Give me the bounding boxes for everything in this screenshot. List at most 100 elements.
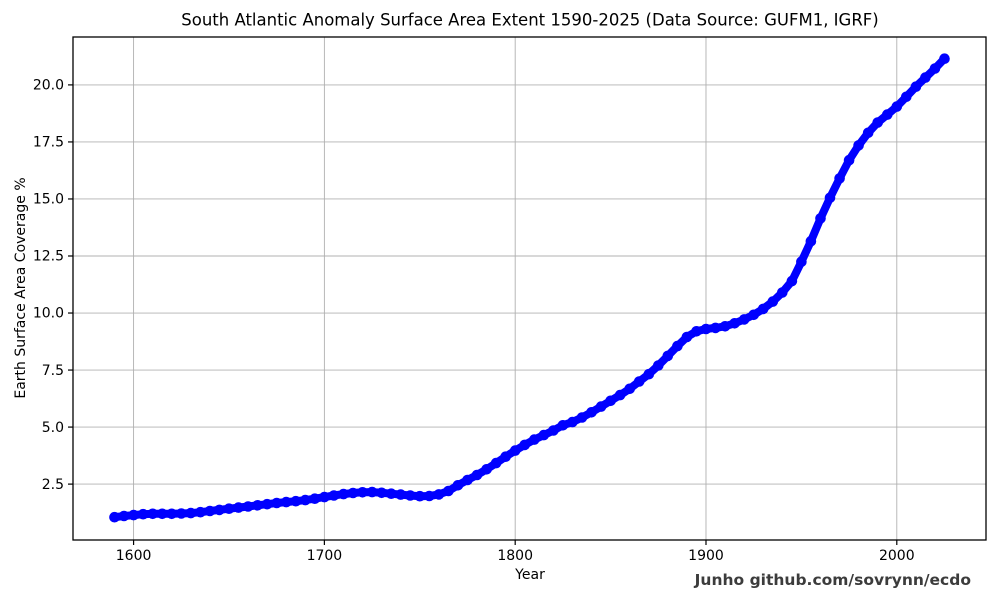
- credit-text: Junho github.com/sovrynn/ecdo: [694, 571, 971, 589]
- data-point: [433, 489, 445, 500]
- plot-border: [72, 36, 987, 541]
- data-point: [834, 173, 845, 184]
- data-point: [233, 502, 244, 513]
- data-point: [443, 485, 454, 497]
- data-point: [118, 510, 130, 522]
- data-point: [633, 376, 645, 387]
- data-point: [242, 501, 254, 512]
- data-point: [757, 303, 769, 315]
- data-point: [137, 508, 149, 520]
- x-tick-label: 2000: [879, 548, 915, 564]
- data-point: [672, 340, 683, 352]
- x-tick-label: 1900: [688, 548, 724, 564]
- data-point: [805, 235, 817, 247]
- data-point: [309, 493, 321, 505]
- data-point: [548, 425, 559, 436]
- data-point: [204, 505, 216, 517]
- y-tick-label: 20.0: [33, 78, 64, 94]
- y-tick-label: 7.5: [42, 363, 64, 379]
- data-point: [214, 504, 225, 516]
- chart-title: South Atlantic Anomaly Surface Area Exte…: [181, 10, 879, 30]
- x-tick-label: 1600: [116, 548, 152, 564]
- data-point: [261, 498, 273, 510]
- data-point: [700, 323, 712, 335]
- data-point: [176, 508, 187, 519]
- data-point: [147, 508, 158, 520]
- data-points: [109, 53, 950, 523]
- data-point: [300, 494, 311, 506]
- y-tick-label: 10.0: [33, 306, 64, 322]
- data-point: [338, 488, 349, 500]
- data-point: [109, 511, 120, 523]
- data-line: [110, 54, 949, 522]
- data-point: [862, 127, 874, 139]
- data-point: [376, 487, 387, 499]
- data-point: [462, 474, 473, 486]
- data-point: [910, 81, 922, 92]
- data-point: [500, 451, 511, 463]
- data-point: [796, 256, 807, 268]
- data-point: [529, 434, 540, 445]
- data-point: [166, 508, 177, 520]
- data-point: [719, 321, 731, 332]
- data-point: [662, 350, 674, 362]
- data-point: [891, 101, 903, 112]
- data-point: [614, 389, 626, 401]
- data-point: [385, 488, 397, 500]
- data-point: [901, 91, 912, 103]
- data-point: [681, 331, 693, 343]
- data-point: [452, 480, 464, 491]
- y-tick-label: 2.5: [42, 477, 64, 493]
- y-tick-label: 12.5: [33, 249, 64, 265]
- data-point: [767, 296, 779, 307]
- data-point: [595, 401, 607, 412]
- data-point: [404, 490, 416, 501]
- data-point: [319, 491, 330, 503]
- data-point: [481, 464, 492, 475]
- y-axis-label: Earth Surface Area Coverage %: [13, 177, 29, 399]
- data-point: [872, 117, 883, 128]
- data-point: [786, 275, 798, 287]
- data-point: [777, 287, 788, 298]
- data-point: [605, 395, 616, 407]
- data-point: [653, 360, 664, 371]
- data-point: [195, 506, 206, 518]
- data-point: [223, 503, 235, 514]
- data-point: [939, 53, 950, 64]
- data-point: [156, 508, 168, 520]
- data-point: [252, 500, 263, 511]
- data-point: [280, 496, 292, 508]
- data-point: [519, 439, 530, 451]
- data-point: [710, 322, 721, 334]
- data-point: [882, 109, 893, 120]
- data-point: [395, 489, 407, 500]
- y-tick-label: 17.5: [33, 135, 64, 151]
- data-point: [414, 490, 426, 502]
- data-point: [490, 457, 502, 469]
- data-point: [185, 507, 197, 519]
- data-point: [624, 383, 635, 395]
- data-point: [748, 309, 759, 321]
- data-point: [920, 72, 931, 83]
- data-point: [538, 429, 550, 441]
- data-point: [357, 487, 368, 498]
- data-point: [843, 154, 855, 166]
- data-point: [824, 192, 836, 204]
- data-point: [128, 509, 139, 521]
- data-point: [643, 368, 655, 380]
- x-tick-label: 1700: [307, 548, 343, 564]
- data-point: [929, 63, 941, 74]
- data-point: [271, 497, 283, 509]
- data-point: [853, 140, 864, 151]
- data-point: [576, 412, 588, 423]
- data-point: [509, 445, 521, 456]
- data-point: [738, 314, 750, 325]
- data-point: [691, 326, 702, 337]
- data-point: [290, 495, 302, 507]
- data-point: [328, 490, 340, 501]
- data-point: [586, 407, 597, 418]
- data-point: [815, 213, 826, 224]
- x-axis-label: Year: [515, 567, 545, 583]
